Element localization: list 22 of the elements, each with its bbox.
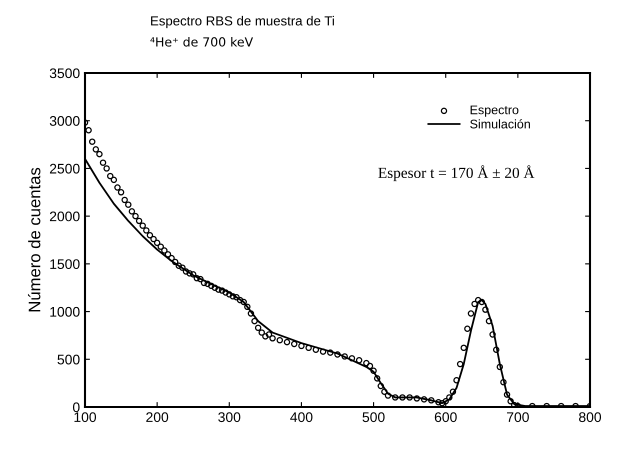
y-tick-label: 1000 xyxy=(50,306,80,317)
y-tick-label: 2000 xyxy=(50,211,80,222)
y-axis-title: Número de cuentas xyxy=(28,168,40,312)
x-tick-label: 300 xyxy=(218,412,240,422)
x-tick-label: 400 xyxy=(290,412,312,422)
x-tick-label: 700 xyxy=(506,412,529,422)
x-tick-label: 600 xyxy=(434,412,457,422)
legend-label: Espectro xyxy=(470,106,518,117)
annotation: Espesor t = 170 Å ± 20 Å xyxy=(378,165,534,182)
legend-label: Simulación xyxy=(470,119,530,128)
y-tick-label: 3000 xyxy=(50,116,80,126)
y-tick-label: 3500 xyxy=(50,68,80,78)
x-tick-label: 100 xyxy=(74,412,96,422)
chart-subtitle: ⁴He⁺ de 700 keV xyxy=(150,36,254,47)
y-tick-label: 0 xyxy=(72,402,80,412)
x-tick-label: 500 xyxy=(362,412,385,422)
y-tick-label: 2500 xyxy=(50,164,80,174)
y-tick-label: 500 xyxy=(58,354,80,364)
y-tick-label: 1500 xyxy=(50,259,80,270)
x-tick-label: 800 xyxy=(579,412,602,422)
x-tick-label: 200 xyxy=(146,412,168,422)
chart-title: Espectro RBS de muestra de Ti xyxy=(151,16,334,28)
